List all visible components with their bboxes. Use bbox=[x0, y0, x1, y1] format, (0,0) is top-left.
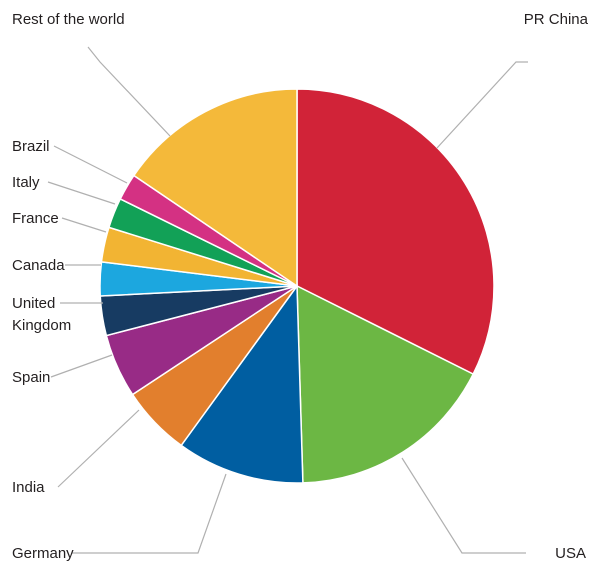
leader-line-pr-china bbox=[436, 61, 528, 149]
leader-line-usa bbox=[401, 457, 526, 554]
pie-slice-usa bbox=[296, 284, 475, 484]
leader-lines bbox=[47, 46, 528, 554]
label-canada: Canada bbox=[12, 257, 65, 274]
pie-slices bbox=[99, 88, 495, 484]
leader-line-germany bbox=[72, 473, 227, 554]
label-spain: Spain bbox=[12, 369, 50, 386]
leader-line-italy bbox=[47, 181, 116, 205]
label-france: France bbox=[12, 210, 59, 227]
pie-slice-pr-china bbox=[296, 88, 495, 376]
label-rest-of-the-world: Rest of the world bbox=[12, 11, 125, 28]
label-germany: Germany bbox=[12, 545, 74, 562]
slice-labels: PR China USA Germany India Spain United Kingdo… bbox=[12, 11, 589, 562]
leader-line-india bbox=[57, 409, 140, 488]
leader-line-spain bbox=[50, 354, 113, 378]
leader-line-rest-of-the-world bbox=[87, 46, 171, 137]
label-italy: Italy bbox=[12, 174, 40, 191]
leader-line-france bbox=[61, 217, 107, 233]
pie-slice-germany bbox=[180, 283, 304, 484]
label-pr-china: PR China bbox=[524, 11, 589, 28]
label-united-kingdom: United Kingdom bbox=[12, 295, 71, 334]
label-usa: USA bbox=[555, 545, 586, 562]
leader-line-brazil bbox=[53, 145, 128, 184]
label-india: India bbox=[12, 479, 45, 496]
pie-slice-rest-of-the-world bbox=[132, 88, 298, 288]
label-brazil: Brazil bbox=[12, 138, 50, 155]
